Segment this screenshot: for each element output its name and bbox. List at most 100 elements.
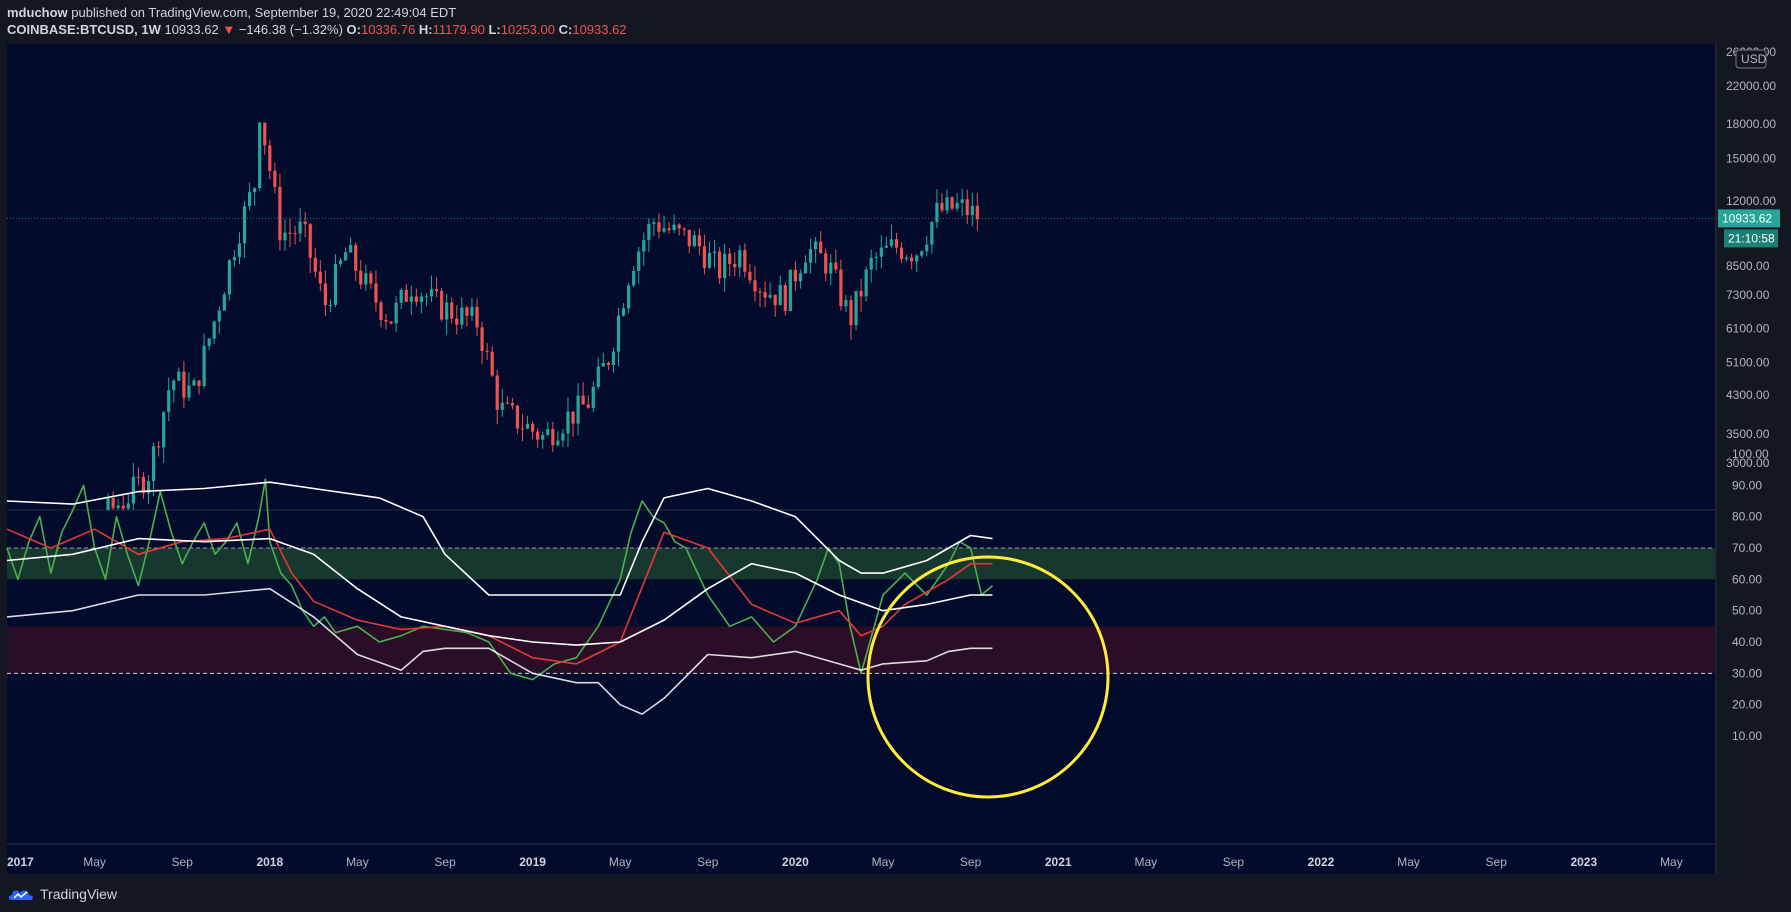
candle[interactable] bbox=[258, 121, 262, 192]
candle[interactable] bbox=[904, 255, 909, 262]
candle[interactable] bbox=[606, 361, 611, 371]
candle-series[interactable] bbox=[106, 121, 979, 510]
candle[interactable] bbox=[596, 357, 600, 390]
candle[interactable] bbox=[556, 431, 560, 447]
candle[interactable] bbox=[414, 288, 418, 307]
chart-canvas[interactable]: 26000.00USD3000.003500.004300.005100.006… bbox=[0, 42, 1791, 876]
candle[interactable] bbox=[445, 293, 449, 335]
candle[interactable] bbox=[743, 243, 747, 278]
candle[interactable] bbox=[844, 295, 848, 313]
series-line-upper[interactable] bbox=[6, 481, 993, 596]
rsi-series[interactable] bbox=[6, 478, 994, 715]
candle[interactable] bbox=[283, 219, 287, 251]
candle[interactable] bbox=[819, 231, 823, 254]
candle[interactable] bbox=[106, 493, 110, 510]
candle[interactable] bbox=[172, 378, 176, 403]
candle[interactable] bbox=[359, 259, 363, 290]
candle[interactable] bbox=[758, 287, 762, 307]
candle[interactable] bbox=[915, 254, 919, 273]
candle[interactable] bbox=[207, 337, 211, 351]
candle[interactable] bbox=[253, 187, 257, 206]
candle[interactable] bbox=[465, 305, 469, 327]
candle[interactable] bbox=[621, 303, 626, 317]
candle[interactable] bbox=[268, 139, 272, 180]
candle[interactable] bbox=[945, 189, 949, 215]
candle[interactable] bbox=[536, 427, 540, 448]
candle[interactable] bbox=[308, 223, 312, 274]
series-line-lower[interactable] bbox=[6, 587, 993, 715]
tradingview-logo[interactable]: TradingView bbox=[8, 886, 117, 902]
series-line-rsi[interactable] bbox=[6, 478, 994, 681]
candle[interactable] bbox=[460, 297, 464, 330]
candle[interactable] bbox=[126, 492, 130, 510]
candle[interactable] bbox=[531, 421, 535, 440]
candle[interactable] bbox=[470, 297, 474, 321]
candle[interactable] bbox=[859, 278, 863, 312]
candle[interactable] bbox=[707, 241, 712, 270]
candle[interactable] bbox=[162, 410, 166, 464]
candle[interactable] bbox=[778, 275, 782, 306]
candle[interactable] bbox=[293, 225, 297, 245]
candle[interactable] bbox=[237, 232, 242, 265]
candle[interactable] bbox=[288, 218, 292, 247]
series-line-signal[interactable] bbox=[6, 528, 993, 665]
candle[interactable] bbox=[723, 243, 727, 292]
candle[interactable] bbox=[793, 261, 797, 291]
candle[interactable] bbox=[121, 494, 125, 510]
time-axis[interactable]: 2017 May Sep 2018 May Sep 2019 May Sep 2020 May Sep… bbox=[7, 855, 1683, 869]
candle[interactable] bbox=[167, 377, 171, 422]
candle[interactable] bbox=[839, 259, 843, 311]
candle[interactable] bbox=[601, 352, 605, 367]
candle[interactable] bbox=[182, 361, 186, 409]
candle[interactable] bbox=[313, 248, 317, 278]
candle[interactable] bbox=[788, 269, 792, 312]
candle[interactable] bbox=[303, 212, 307, 238]
candle[interactable] bbox=[773, 294, 777, 317]
candle[interactable] bbox=[394, 295, 398, 333]
candle[interactable] bbox=[349, 237, 353, 253]
candle[interactable] bbox=[687, 229, 691, 254]
candle[interactable] bbox=[424, 292, 429, 307]
candle[interactable] bbox=[379, 300, 383, 328]
candle[interactable] bbox=[894, 232, 899, 254]
candle[interactable] bbox=[157, 440, 161, 457]
candle[interactable] bbox=[500, 389, 504, 417]
candle[interactable] bbox=[232, 249, 237, 267]
candle[interactable] bbox=[647, 218, 651, 252]
candle[interactable] bbox=[581, 382, 585, 405]
candle[interactable] bbox=[354, 242, 358, 282]
candle[interactable] bbox=[753, 266, 757, 302]
candle[interactable] bbox=[763, 281, 767, 308]
candle[interactable] bbox=[111, 491, 115, 510]
candle[interactable] bbox=[187, 372, 191, 402]
candle[interactable] bbox=[116, 499, 120, 510]
candle[interactable] bbox=[146, 475, 151, 504]
candle[interactable] bbox=[864, 266, 868, 302]
candle[interactable] bbox=[475, 298, 479, 337]
candle[interactable] bbox=[212, 320, 216, 345]
candle[interactable] bbox=[733, 252, 737, 277]
candle[interactable] bbox=[586, 395, 590, 409]
candle[interactable] bbox=[824, 248, 828, 282]
candle[interactable] bbox=[970, 192, 974, 227]
candle[interactable] bbox=[273, 163, 277, 194]
candle[interactable] bbox=[884, 237, 888, 249]
candle[interactable] bbox=[591, 381, 595, 413]
candle[interactable] bbox=[177, 367, 181, 382]
candle[interactable] bbox=[197, 380, 201, 395]
candle[interactable] bbox=[480, 321, 484, 364]
candle[interactable] bbox=[611, 347, 616, 373]
candle[interactable] bbox=[672, 214, 676, 234]
candle[interactable] bbox=[151, 442, 156, 497]
candle[interactable] bbox=[318, 260, 322, 292]
candle[interactable] bbox=[495, 369, 499, 425]
candle[interactable] bbox=[374, 270, 378, 312]
candle[interactable] bbox=[702, 234, 707, 275]
candle[interactable] bbox=[697, 228, 701, 255]
candle[interactable] bbox=[141, 472, 146, 499]
candle[interactable] bbox=[935, 188, 939, 229]
candle[interactable] bbox=[632, 266, 636, 288]
candle[interactable] bbox=[798, 269, 803, 289]
candle[interactable] bbox=[677, 223, 681, 236]
candle[interactable] bbox=[323, 270, 327, 317]
